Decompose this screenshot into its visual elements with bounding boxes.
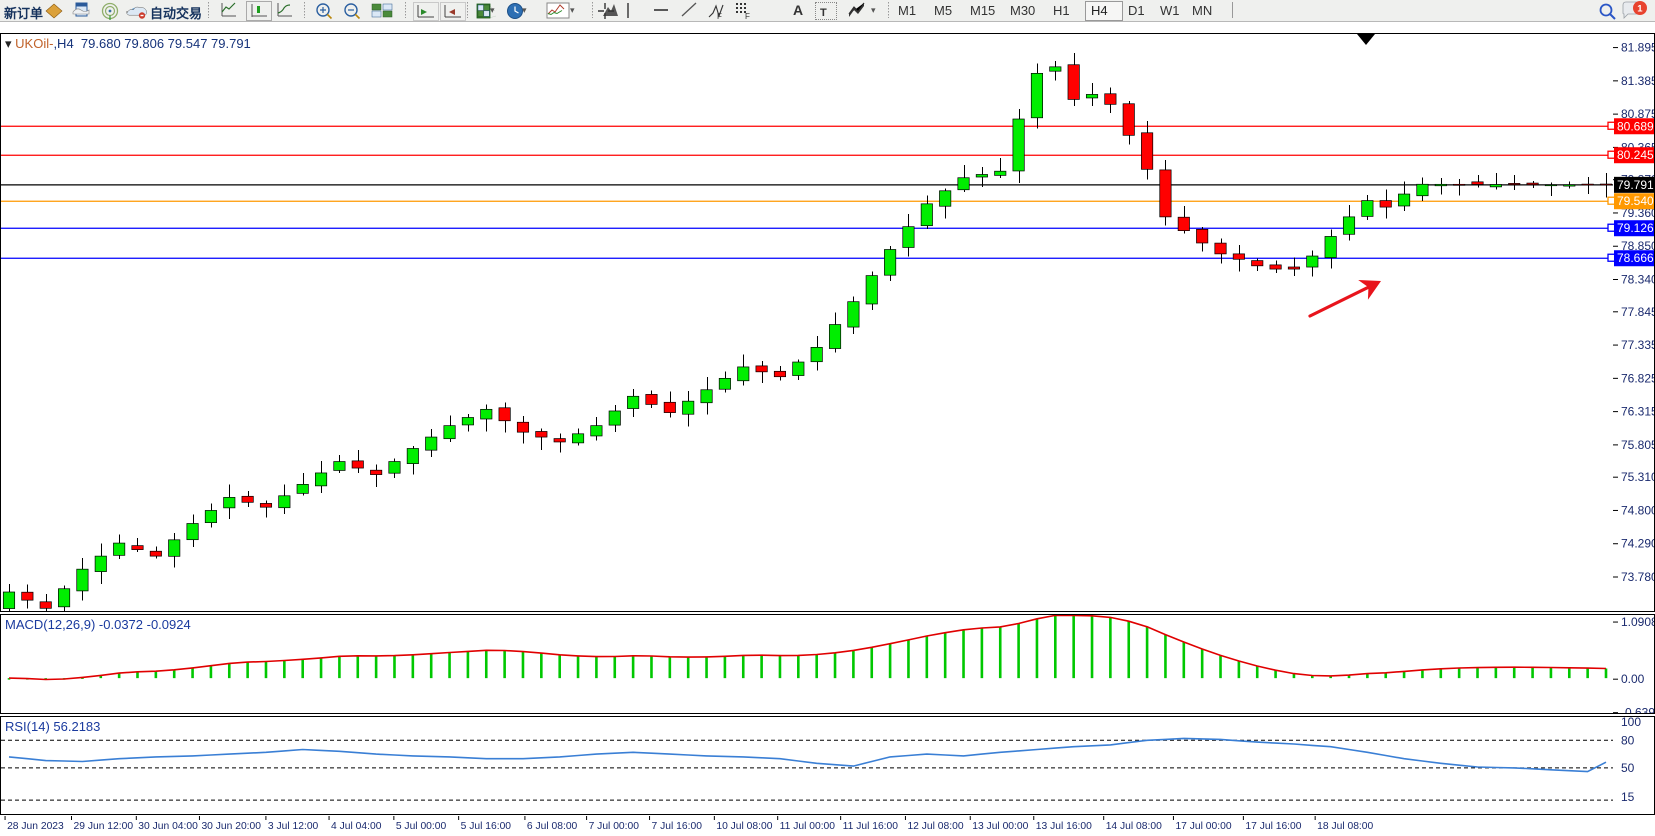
svg-text:T: T: [820, 7, 827, 19]
svg-text:29 Jun 12:00: 29 Jun 12:00: [74, 821, 134, 832]
svg-text:77.335: 77.335: [1621, 338, 1655, 352]
svg-text:78.340: 78.340: [1621, 273, 1655, 287]
svg-text:81.895: 81.895: [1621, 41, 1655, 55]
svg-text:1.0908: 1.0908: [1621, 615, 1655, 629]
svg-text:12 Jul 08:00: 12 Jul 08:00: [907, 821, 963, 832]
svg-text:76.825: 76.825: [1621, 371, 1655, 385]
svg-text:7 Jul 16:00: 7 Jul 16:00: [652, 821, 703, 832]
svg-text:74.800: 74.800: [1621, 503, 1655, 517]
svg-text:74.290: 74.290: [1621, 537, 1655, 551]
svg-text:▾: ▾: [871, 5, 876, 15]
svg-text:3 Jul 12:00: 3 Jul 12:00: [268, 821, 319, 832]
svg-text:81.385: 81.385: [1621, 74, 1655, 88]
svg-text:F: F: [717, 12, 722, 19]
svg-text:11 Jul 16:00: 11 Jul 16:00: [843, 821, 899, 832]
svg-text:79.540: 79.540: [1617, 194, 1654, 208]
svg-text:-0.6391: -0.6391: [1621, 706, 1655, 714]
svg-text:76.315: 76.315: [1621, 405, 1655, 419]
svg-text:13 Jul 00:00: 13 Jul 00:00: [972, 821, 1028, 832]
svg-text:28 Jun 2023: 28 Jun 2023: [7, 821, 64, 832]
svg-text:7 Jul 00:00: 7 Jul 00:00: [589, 821, 640, 832]
svg-text:0.00: 0.00: [1621, 672, 1645, 686]
svg-text:5 Jul 00:00: 5 Jul 00:00: [396, 821, 447, 832]
svg-text:100: 100: [1621, 717, 1641, 729]
svg-text:80.689: 80.689: [1617, 119, 1654, 133]
svg-text:17 Jul 16:00: 17 Jul 16:00: [1245, 821, 1301, 832]
svg-text:79.791: 79.791: [1617, 178, 1654, 192]
svg-text:75.310: 75.310: [1621, 470, 1655, 484]
svg-text:30 Jun 04:00: 30 Jun 04:00: [138, 821, 198, 832]
svg-text:14 Jul 08:00: 14 Jul 08:00: [1106, 821, 1162, 832]
svg-text:79.126: 79.126: [1617, 221, 1654, 235]
svg-text:77.845: 77.845: [1621, 305, 1655, 319]
svg-text:0: 0: [1621, 813, 1628, 815]
svg-text:5 Jul 16:00: 5 Jul 16:00: [461, 821, 512, 832]
svg-text:11 Jul 00:00: 11 Jul 00:00: [780, 821, 836, 832]
svg-text:80: 80: [1621, 733, 1635, 747]
svg-text:18 Jul 08:00: 18 Jul 08:00: [1317, 821, 1373, 832]
svg-text:10 Jul 08:00: 10 Jul 08:00: [716, 821, 772, 832]
svg-text:1: 1: [1637, 3, 1643, 14]
svg-text:75.805: 75.805: [1621, 438, 1655, 452]
svg-text:13 Jul 16:00: 13 Jul 16:00: [1036, 821, 1092, 832]
svg-text:50: 50: [1621, 761, 1635, 775]
svg-text:15: 15: [1621, 790, 1635, 804]
svg-text:73.780: 73.780: [1621, 570, 1655, 584]
svg-text:78.666: 78.666: [1617, 251, 1654, 265]
svg-text:80.245: 80.245: [1617, 148, 1654, 162]
svg-text:F: F: [745, 12, 750, 19]
svg-text:17 Jul 00:00: 17 Jul 00:00: [1175, 821, 1231, 832]
svg-text:4 Jul 04:00: 4 Jul 04:00: [331, 821, 382, 832]
svg-text:6 Jul 08:00: 6 Jul 08:00: [527, 821, 578, 832]
svg-text:30 Jun 20:00: 30 Jun 20:00: [201, 821, 261, 832]
